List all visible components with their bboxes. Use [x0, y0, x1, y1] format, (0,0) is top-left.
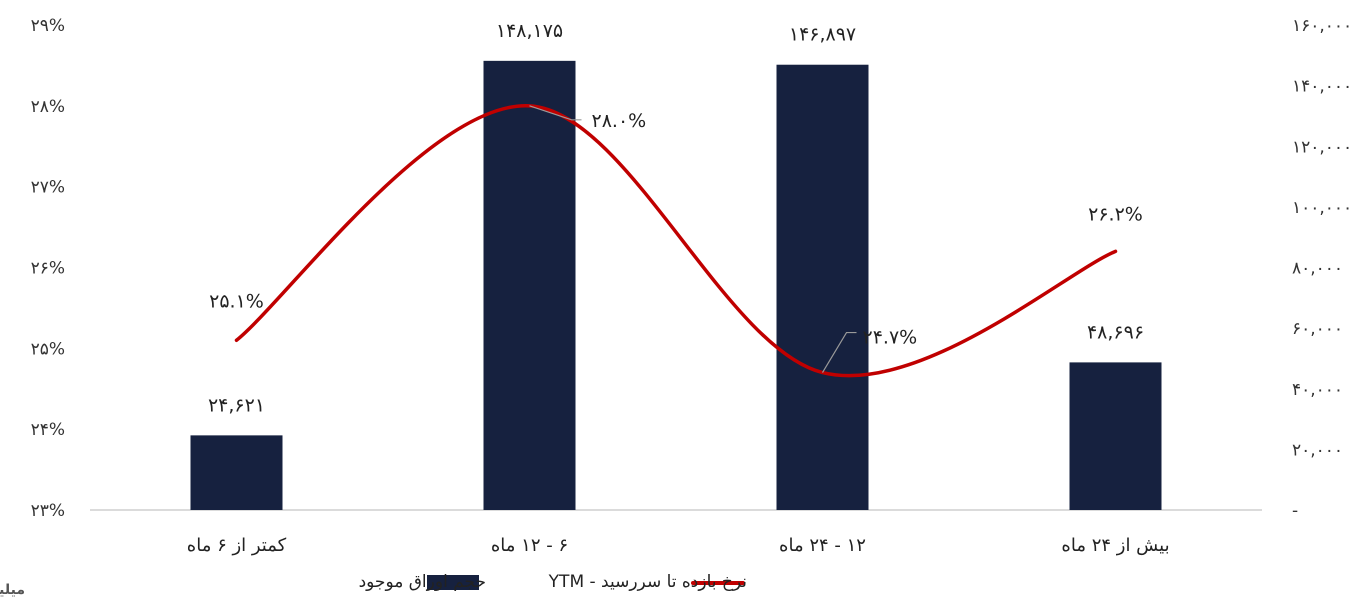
category-label: بیش از ۲۴ ماه	[1061, 535, 1169, 556]
left-axis-tick: ۲۹%	[31, 16, 65, 36]
bar	[190, 435, 283, 510]
right-axis-tick: ۴۰,۰۰۰	[1292, 380, 1343, 400]
legend-label-line: نرخ بازده تا سررسید - YTM	[548, 572, 747, 592]
left-axis-tick: ۲۷%	[31, 178, 65, 198]
left-axis-tick: ۲۳%	[31, 501, 65, 521]
unit-label: میلیاردتومان	[0, 582, 25, 597]
legend: حجم اوراق موجود نرخ بازده تا سررسید - YT…	[359, 572, 747, 592]
right-axis-tick: ۱۶۰,۰۰۰	[1292, 16, 1352, 36]
category-label: ۱۲ - ۲۴ ماه	[779, 535, 866, 556]
legend-swatch-bars	[427, 575, 479, 590]
right-axis: - ۲۰,۰۰۰ ۴۰,۰۰۰ ۶۰,۰۰۰ ۸۰,۰۰۰ ۱۰۰,۰۰۰ ۱۲۰,۰۰۰ ۱…	[1292, 16, 1352, 521]
left-axis-tick: ۲۴%	[31, 420, 65, 440]
right-axis-tick: -	[1292, 501, 1298, 521]
category-label: ۶ - ۱۲ ماه	[491, 535, 568, 556]
line-series	[234, 104, 1118, 378]
line-data-labels: ۲۵.۱% ۲۸.۰% ۲۴.۷% ۲۶.۲%	[209, 105, 1143, 373]
bar-data-label: ۲۴,۶۲۱	[208, 394, 265, 416]
bar	[1069, 362, 1162, 510]
line-data-label: ۲۵.۱%	[209, 290, 264, 312]
right-axis-tick: ۱۲۰,۰۰۰	[1292, 137, 1352, 157]
line-data-label: ۲۶.۲%	[1088, 203, 1143, 225]
left-axis: ۲۳% ۲۴% ۲۵% ۲۶% ۲۷% ۲۸% ۲۹%	[31, 16, 65, 521]
bar	[776, 64, 869, 510]
left-axis-tick: ۲۵%	[31, 339, 65, 359]
category-label: کمتر از ۶ ماه	[187, 535, 287, 556]
category-axis-labels: کمتر از ۶ ماه ۶ - ۱۲ ماه ۱۲ - ۲۴ ماه بیش از…	[187, 535, 1170, 556]
line-data-label: ۲۴.۷%	[863, 327, 918, 349]
line-data-label: ۲۸.۰%	[592, 110, 647, 132]
right-axis-tick: ۱۰۰,۰۰۰	[1292, 198, 1352, 218]
left-axis-tick: ۲۶%	[31, 259, 65, 279]
right-axis-tick: ۶۰,۰۰۰	[1292, 319, 1343, 339]
bar-data-label: ۴۸,۶۹۶	[1087, 321, 1144, 343]
legend-label-bars: حجم اوراق موجود	[359, 572, 486, 592]
bar-series	[190, 60, 1162, 510]
bar	[483, 60, 576, 510]
ytm-line	[234, 104, 1118, 378]
bar-data-label: ۱۴۶,۸۹۷	[789, 24, 856, 46]
right-axis-tick: ۱۴۰,۰۰۰	[1292, 77, 1352, 97]
right-axis-tick: ۲۰,۰۰۰	[1292, 440, 1343, 460]
left-axis-tick: ۲۸%	[31, 97, 65, 117]
bar-data-labels: ۲۴,۶۲۱ ۱۴۸,۱۷۵ ۱۴۶,۸۹۷ ۴۸,۶۹۶	[208, 20, 1144, 417]
label-leader-line	[821, 331, 857, 373]
label-leader-line	[529, 105, 582, 121]
bar-data-label: ۱۴۸,۱۷۵	[496, 20, 563, 42]
right-axis-tick: ۸۰,۰۰۰	[1292, 259, 1343, 279]
